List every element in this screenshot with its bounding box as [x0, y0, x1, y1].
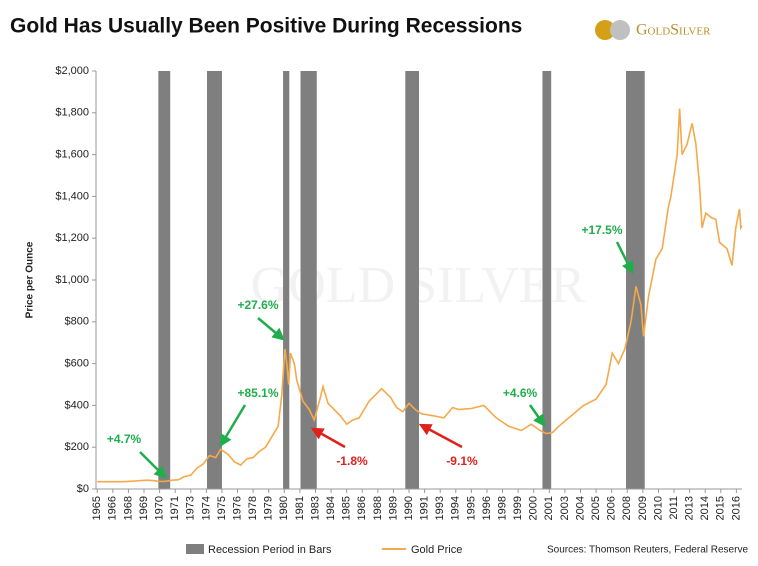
annotation: +17.5% [581, 223, 622, 237]
x-tick-label: 1994 [450, 496, 462, 520]
legend-label: Gold Price [411, 544, 462, 556]
recession-bar [300, 71, 317, 489]
x-tick-label: 1999 [512, 496, 524, 520]
x-tick-label: 1998 [496, 496, 508, 520]
y-tick-label: $600 [65, 358, 89, 370]
x-tick-label: 1984 [325, 496, 337, 520]
y-tick-label: $400 [65, 399, 89, 411]
x-tick-label: 2006 [606, 496, 618, 520]
chart-title: Gold Has Usually Been Positive During Re… [10, 15, 522, 38]
x-tick-label: 2008 [621, 496, 633, 520]
x-tick-label: 1969 [138, 496, 150, 520]
annotation: +27.6% [237, 298, 278, 312]
annotation: +85.1% [237, 386, 278, 400]
x-tick-label: 1975 [216, 496, 228, 520]
annotation-arrow [219, 404, 247, 448]
annotation-arrow [418, 423, 463, 449]
x-tick-label: 1990 [403, 496, 415, 520]
y-tick-label: $1,200 [55, 232, 89, 244]
x-tick-label: 2016 [730, 496, 742, 520]
y-tick-label: $1,800 [55, 107, 89, 119]
legend-label: Recession Period in Bars [208, 544, 332, 556]
x-tick-label: 1986 [356, 496, 368, 520]
x-tick-label: 1981 [294, 496, 306, 520]
x-tick-label: 1971 [169, 496, 181, 520]
x-tick-label: 1974 [200, 496, 212, 520]
logo: GoldSilver [595, 20, 711, 40]
x-tick-label: 1988 [372, 496, 384, 520]
x-tick-label: 1978 [247, 496, 259, 520]
x-tick-label: 1985 [341, 496, 353, 520]
y-tick-label: $0 [77, 483, 89, 495]
recession-bar [542, 71, 552, 489]
x-tick-label: 1991 [419, 496, 431, 520]
x-tick-label: 1968 [122, 496, 134, 520]
price-line [97, 108, 743, 483]
annotation: +4.7% [107, 432, 142, 446]
x-tick-label: 1995 [465, 496, 477, 520]
annotation-arrow [528, 404, 546, 428]
y-tick-label: $1,600 [55, 149, 89, 161]
source: Sources: Thomson Reuters, Federal Reserv… [547, 545, 748, 556]
x-tick-label: 2011 [668, 496, 680, 520]
annotation: -1.8% [336, 454, 368, 468]
x-tick-label: 1976 [231, 496, 243, 520]
x-tick-label: 1989 [387, 496, 399, 520]
x-tick-label: 1966 [107, 496, 119, 520]
annotation-arrow [139, 451, 167, 479]
x-tick-label: 1993 [434, 496, 446, 520]
x-tick-label: 1973 [185, 496, 197, 520]
annotation-arrow [310, 427, 346, 449]
y-tick-label: $200 [65, 441, 89, 453]
x-tick-label: 2010 [652, 496, 664, 520]
y-tick-label: $800 [65, 316, 89, 328]
recession-bar [206, 71, 222, 489]
x-tick-label: 2015 [715, 496, 727, 520]
x-tick-label: 1970 [154, 496, 166, 520]
x-tick-label: 2000 [528, 496, 540, 520]
annotation-arrow [615, 241, 634, 275]
x-tick-label: 2009 [637, 496, 649, 520]
x-tick-label: 2013 [684, 496, 696, 520]
x-tick-label: 2003 [559, 496, 571, 520]
x-tick-label: 1979 [263, 496, 275, 520]
recession-bar [158, 71, 171, 489]
x-tick-label: 1983 [309, 496, 321, 520]
logo-text: GoldSilver [636, 22, 711, 39]
y-tick-label: $1,400 [55, 190, 89, 202]
x-tick-label: 2004 [574, 496, 586, 520]
annotation: +4.6% [503, 386, 538, 400]
recession-bar [626, 71, 645, 489]
annotation-arrow [257, 317, 285, 341]
x-tick-label: 2005 [590, 496, 602, 520]
y-axis-label: Price per Ounce [25, 241, 36, 318]
y-tick-label: $1,000 [55, 274, 89, 286]
recession-bar [405, 71, 419, 489]
legend-swatch [186, 544, 204, 554]
x-tick-label: 2001 [543, 496, 555, 520]
x-tick-label: 1965 [91, 496, 103, 520]
x-tick-label: 2014 [699, 496, 711, 520]
recession-bar [283, 71, 290, 489]
x-tick-label: 1980 [278, 496, 290, 520]
y-tick-label: $2,000 [55, 65, 89, 77]
annotation: -9.1% [446, 454, 478, 468]
x-tick-label: 1996 [481, 496, 493, 520]
